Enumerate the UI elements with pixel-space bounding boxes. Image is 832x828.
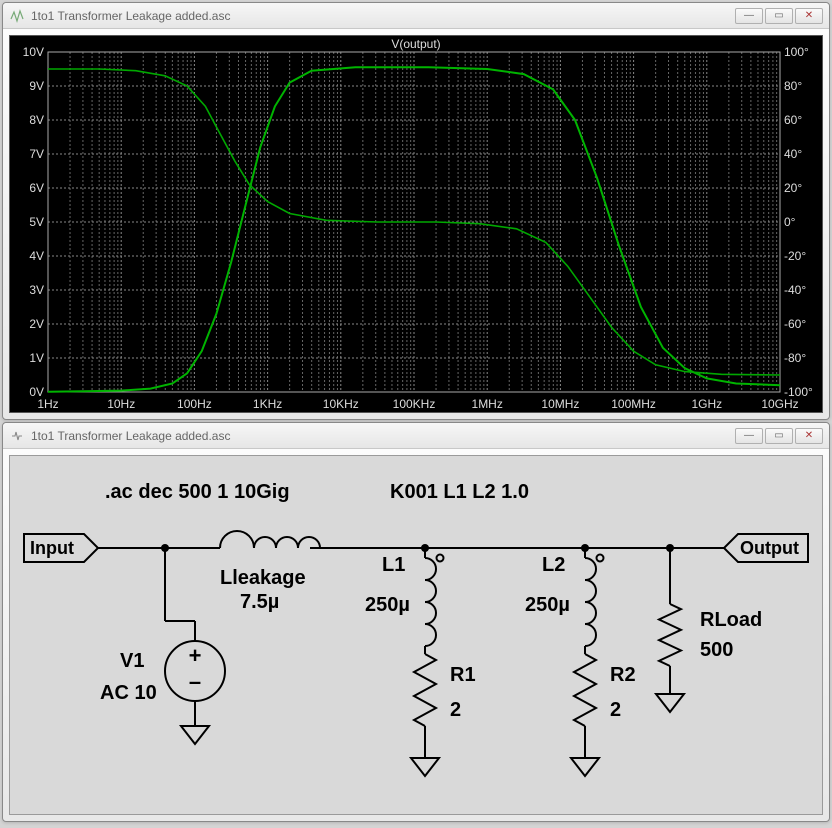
svg-text:100KHz: 100KHz [393, 397, 436, 411]
svg-text:1MHz: 1MHz [472, 397, 503, 411]
svg-text:7.5µ: 7.5µ [240, 591, 279, 613]
svg-text:R2: R2 [610, 664, 636, 686]
svg-text:Lleakage: Lleakage [220, 567, 306, 589]
svg-text:7V: 7V [29, 147, 44, 161]
svg-text:2: 2 [610, 699, 621, 721]
svg-text:9V: 9V [29, 79, 44, 93]
schematic-icon [9, 428, 25, 444]
svg-text:40°: 40° [784, 147, 802, 161]
svg-text:500: 500 [700, 639, 733, 661]
svg-text:250µ: 250µ [365, 594, 410, 616]
svg-text:2: 2 [450, 699, 461, 721]
maximize-button[interactable]: ▭ [765, 8, 793, 24]
plot-window: 1to1 Transformer Leakage added.asc — ▭ ✕… [2, 2, 830, 420]
svg-text:250µ: 250µ [525, 594, 570, 616]
schematic-area[interactable]: .ac dec 500 1 10Gig K001 L1 L2 1.0 Input Ou… [9, 455, 823, 815]
svg-text:8V: 8V [29, 113, 44, 127]
close-button[interactable]: ✕ [795, 428, 823, 444]
svg-text:10Hz: 10Hz [107, 397, 135, 411]
svg-text:–: – [189, 669, 201, 694]
minimize-button[interactable]: — [735, 428, 763, 444]
svg-text:10KHz: 10KHz [323, 397, 359, 411]
close-button[interactable]: ✕ [795, 8, 823, 24]
maximize-button[interactable]: ▭ [765, 428, 793, 444]
svg-text:10V: 10V [23, 45, 44, 59]
schematic-window-title: 1to1 Transformer Leakage added.asc [31, 429, 230, 443]
minimize-button[interactable]: — [735, 8, 763, 24]
svg-text:1GHz: 1GHz [691, 397, 722, 411]
svg-text:0°: 0° [784, 215, 796, 229]
svg-text:5V: 5V [29, 215, 44, 229]
svg-text:V1: V1 [120, 650, 144, 672]
svg-text:4V: 4V [29, 249, 44, 263]
svg-text:R1: R1 [450, 664, 476, 686]
svg-text:2V: 2V [29, 317, 44, 331]
svg-text:6V: 6V [29, 181, 44, 195]
svg-text:Input: Input [30, 538, 74, 558]
svg-text:10MHz: 10MHz [541, 397, 579, 411]
svg-text:-40°: -40° [784, 283, 806, 297]
svg-text:0V: 0V [29, 385, 44, 399]
svg-text:1V: 1V [29, 351, 44, 365]
svg-text:RLoad: RLoad [700, 609, 762, 631]
svg-text:10GHz: 10GHz [761, 397, 798, 411]
svg-text:80°: 80° [784, 79, 802, 93]
svg-text:1KHz: 1KHz [253, 397, 282, 411]
svg-text:V(output): V(output) [391, 37, 440, 51]
svg-text:+: + [189, 643, 202, 668]
waveform-icon [9, 8, 25, 24]
schematic-titlebar[interactable]: 1to1 Transformer Leakage added.asc — ▭ ✕ [3, 423, 829, 449]
svg-text:-100°: -100° [784, 385, 813, 399]
svg-text:-80°: -80° [784, 351, 806, 365]
plot-titlebar[interactable]: 1to1 Transformer Leakage added.asc — ▭ ✕ [3, 3, 829, 29]
svg-text:-60°: -60° [784, 317, 806, 331]
plot-canvas: V(output) 1Hz 10Hz 100Hz 1KHz 10KHz 100KHz 1MHz… [10, 36, 822, 412]
svg-text:3V: 3V [29, 283, 44, 297]
svg-text:AC 10: AC 10 [100, 682, 157, 704]
plot-area[interactable]: V(output) 1Hz 10Hz 100Hz 1KHz 10KHz 100KHz 1MHz… [9, 35, 823, 413]
svg-text:100Hz: 100Hz [177, 397, 212, 411]
svg-text:-20°: -20° [784, 249, 806, 263]
svg-text:.ac dec 500 1 10Gig: .ac dec 500 1 10Gig [105, 481, 290, 503]
schematic-window: 1to1 Transformer Leakage added.asc — ▭ ✕… [2, 422, 830, 822]
svg-text:60°: 60° [784, 113, 802, 127]
plot-window-title: 1to1 Transformer Leakage added.asc [31, 9, 230, 23]
svg-text:100MHz: 100MHz [611, 397, 656, 411]
svg-text:L2: L2 [542, 554, 565, 576]
svg-text:Output: Output [740, 538, 799, 558]
svg-text:20°: 20° [784, 181, 802, 195]
svg-text:1Hz: 1Hz [37, 397, 58, 411]
svg-text:100°: 100° [784, 45, 809, 59]
svg-text:K001 L1 L2 1.0: K001 L1 L2 1.0 [390, 481, 529, 503]
svg-text:L1: L1 [382, 554, 405, 576]
schematic-canvas: .ac dec 500 1 10Gig K001 L1 L2 1.0 Input Ou… [10, 456, 822, 814]
